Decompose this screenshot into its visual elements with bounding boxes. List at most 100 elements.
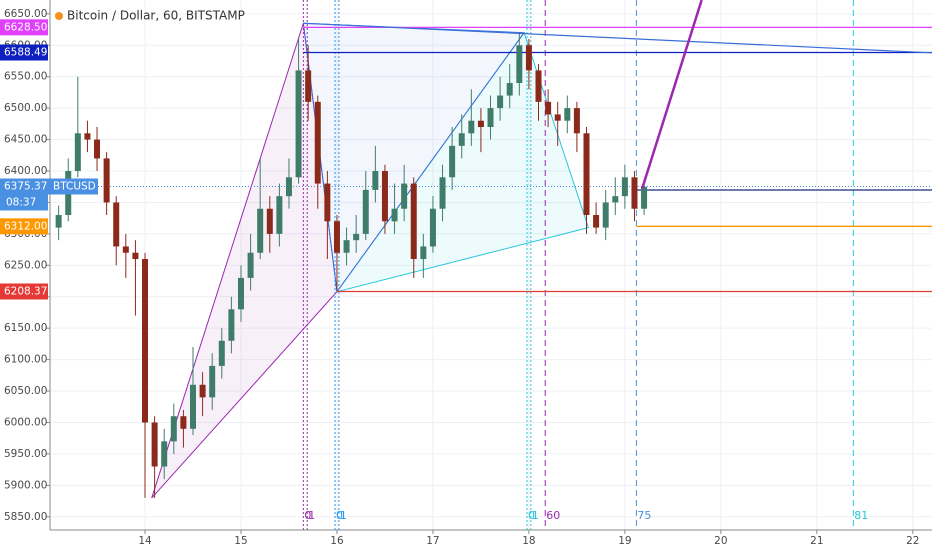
y-tick-label: 6550.00 xyxy=(4,71,47,83)
y-tick-label: 6450.00 xyxy=(4,134,47,146)
symbol-icon xyxy=(55,12,63,20)
candle-body xyxy=(199,384,206,398)
candle-body xyxy=(497,95,504,109)
candle-body xyxy=(113,202,120,247)
x-tick-label: 16 xyxy=(330,535,344,547)
y-tick-label: 6150.00 xyxy=(4,322,47,334)
candle-body xyxy=(103,158,110,203)
candle-body xyxy=(468,120,475,134)
candle-body xyxy=(545,101,552,115)
candle-body xyxy=(161,441,168,467)
countdown-label: 08:37 xyxy=(6,196,36,208)
candles xyxy=(55,32,648,498)
candle-body xyxy=(535,70,542,102)
candle-body xyxy=(429,208,436,247)
candle-body xyxy=(228,309,235,341)
candle-body xyxy=(564,108,571,121)
candle-body xyxy=(333,221,340,253)
candle-body xyxy=(487,108,494,127)
y-tick-label: 5900.00 xyxy=(4,479,47,491)
last-price-label: 6375.37 xyxy=(4,180,47,192)
candle-body xyxy=(439,177,446,209)
y-tick-label: 6500.00 xyxy=(4,102,47,114)
candle-body xyxy=(257,208,264,253)
candle-body xyxy=(343,240,350,253)
level-label: 6628.50 xyxy=(4,21,47,33)
candle-body xyxy=(218,340,225,366)
candle-body xyxy=(142,259,149,423)
candle-body xyxy=(631,177,638,209)
candle-body xyxy=(237,277,244,310)
vertical-label: 1 xyxy=(340,509,347,522)
candle-body xyxy=(84,133,91,140)
level-label-box xyxy=(0,283,48,300)
axes: 5850.00 5900.00 5950.00 6000.00 6050.00 6100.… xyxy=(0,8,919,547)
candle-body xyxy=(180,416,187,429)
vertical-label: 0 xyxy=(304,509,311,522)
candle-body xyxy=(593,215,600,228)
candle-body xyxy=(266,208,273,234)
y-tick-label: 6400.00 xyxy=(4,165,47,177)
x-tick-label: 19 xyxy=(618,535,631,547)
candle-body xyxy=(122,246,129,253)
y-tick-label: 6250.00 xyxy=(4,259,47,271)
candle-body xyxy=(621,177,628,197)
x-tick-label: 14 xyxy=(138,535,152,547)
candle-body xyxy=(285,177,292,197)
level-label-box xyxy=(0,19,48,36)
vertical-label: 0 xyxy=(528,509,535,522)
candle-body xyxy=(190,384,197,429)
x-tick-label: 17 xyxy=(426,535,439,547)
candle-body xyxy=(458,133,465,146)
vertical-label: 60 xyxy=(546,509,560,522)
x-tick-label: 18 xyxy=(522,535,535,547)
level-label-box xyxy=(0,218,48,235)
candle-body xyxy=(353,233,360,241)
candle-body xyxy=(151,422,158,467)
candle-body xyxy=(554,114,561,121)
candle-body xyxy=(477,120,484,127)
y-tick-label: 6050.00 xyxy=(4,385,47,397)
candle-body xyxy=(391,208,398,222)
candle-body xyxy=(401,183,408,209)
candle-body xyxy=(170,416,177,442)
candle-body xyxy=(449,145,456,178)
vertical-label: 1 xyxy=(532,509,539,522)
y-tick-label: 6000.00 xyxy=(4,416,47,428)
x-tick-label: 20 xyxy=(714,535,727,547)
level-label: 6312.00 xyxy=(4,220,47,232)
candle-body xyxy=(324,183,331,222)
candle-body xyxy=(573,108,580,134)
y-tick-label: 6650.00 xyxy=(4,8,47,20)
overlay xyxy=(303,0,932,189)
candle-body xyxy=(94,139,101,159)
y-tick-label: 6100.00 xyxy=(4,354,47,366)
candle-body xyxy=(55,215,62,228)
y-tick-label: 5850.00 xyxy=(4,511,47,523)
candle-body xyxy=(506,82,513,96)
grid xyxy=(50,0,932,530)
candle-body xyxy=(247,252,254,278)
candle-body xyxy=(132,252,139,260)
level-label: 6588.49 xyxy=(4,47,47,59)
candle-body xyxy=(74,133,81,172)
y-tick-label: 5950.00 xyxy=(4,448,47,460)
candle-body xyxy=(612,196,619,203)
candle-body xyxy=(525,45,532,71)
candle-body xyxy=(583,133,590,216)
x-tick-label: 21 xyxy=(810,535,823,547)
candle-body xyxy=(305,70,312,102)
candle-body xyxy=(209,365,216,398)
x-tick-label: 22 xyxy=(906,535,919,547)
last-price-box xyxy=(0,178,98,195)
candle-body xyxy=(602,202,609,228)
candle-body xyxy=(314,101,321,184)
level-label-box xyxy=(0,44,48,61)
drawings: 01 01 01 60 75 81 xyxy=(50,0,932,530)
candle-body xyxy=(381,171,388,222)
trend-line xyxy=(640,0,703,189)
candle-body xyxy=(410,183,417,260)
candle-body xyxy=(362,189,369,234)
candle-body xyxy=(372,171,379,190)
